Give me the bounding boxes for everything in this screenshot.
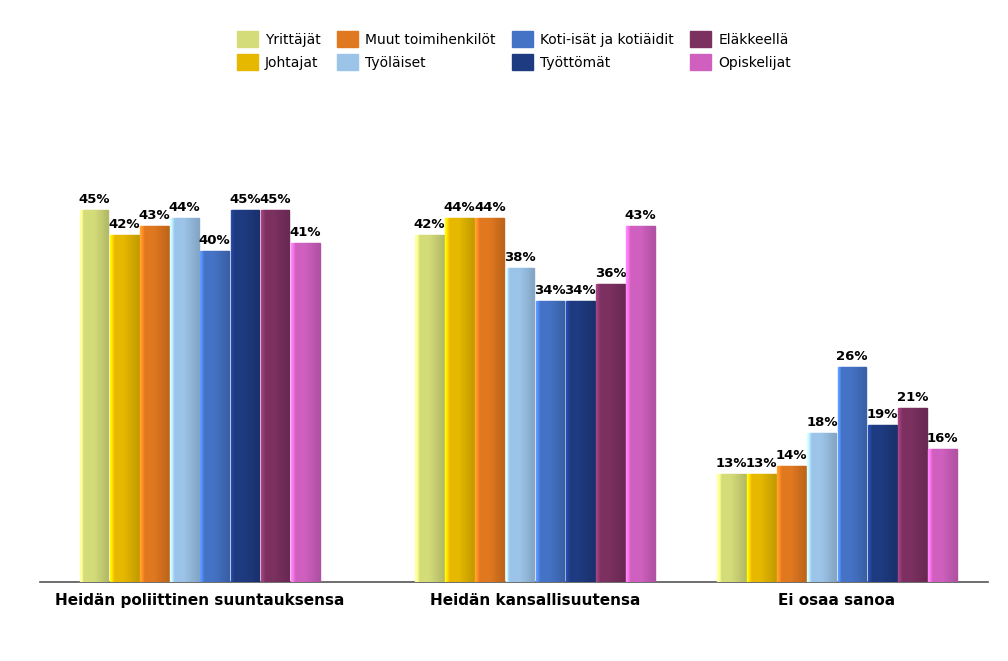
Text: 36%: 36% [595, 267, 626, 280]
Text: 38%: 38% [504, 251, 536, 264]
Text: 45%: 45% [259, 193, 291, 206]
Text: 19%: 19% [867, 408, 898, 420]
Text: 44%: 44% [444, 201, 476, 214]
Text: 16%: 16% [926, 432, 959, 446]
Text: 45%: 45% [229, 193, 261, 206]
Text: 14%: 14% [776, 449, 807, 462]
Text: 43%: 43% [138, 210, 170, 222]
Text: 26%: 26% [837, 350, 868, 363]
Text: 13%: 13% [746, 457, 777, 470]
Text: 34%: 34% [564, 284, 596, 297]
Text: 42%: 42% [109, 217, 140, 231]
Text: 43%: 43% [625, 210, 656, 222]
Text: 40%: 40% [199, 234, 231, 247]
Text: 42%: 42% [413, 217, 446, 231]
Text: 34%: 34% [534, 284, 565, 297]
Text: 41%: 41% [289, 226, 321, 239]
Text: 44%: 44% [168, 201, 201, 214]
Text: 21%: 21% [897, 391, 928, 404]
Text: 18%: 18% [806, 416, 838, 429]
Text: 13%: 13% [716, 457, 747, 470]
Text: 45%: 45% [79, 193, 110, 206]
Text: 44%: 44% [474, 201, 506, 214]
Legend: Yrittäjät, Johtajat, Muut toimihenkilöt, Työläiset, Koti-isät ja kotiäidit, Työt: Yrittäjät, Johtajat, Muut toimihenkilöt,… [230, 24, 798, 77]
